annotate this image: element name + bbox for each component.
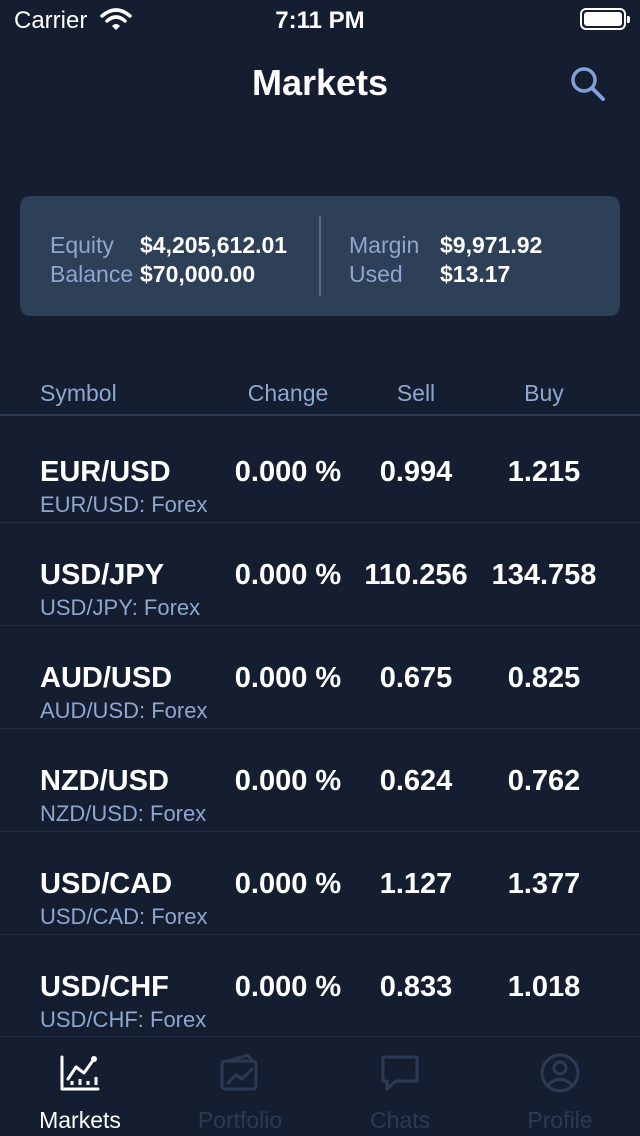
wifi-icon — [100, 8, 132, 37]
card-divider — [319, 216, 321, 296]
change-value: 0.000 % — [234, 662, 342, 694]
search-button[interactable] — [568, 64, 608, 104]
sell-price[interactable]: 0.675 — [379, 662, 453, 694]
header-divider — [0, 414, 640, 416]
used-label: Used — [349, 261, 403, 287]
chart-icon — [60, 1055, 100, 1091]
equity-label: Equity — [50, 232, 114, 258]
column-header-sell: Sell — [396, 380, 436, 406]
margin-value: $9,971.92 — [440, 232, 543, 258]
buy-price[interactable]: 0.762 — [507, 765, 581, 797]
market-row[interactable]: AUD/USD AUD/USD: Forex 0.000 % 0.675 0.8… — [0, 626, 640, 729]
clock: 7:11 PM — [275, 7, 365, 34]
buy-price[interactable]: 1.215 — [507, 456, 581, 488]
tab-chats[interactable]: Chats — [320, 1037, 480, 1136]
market-row[interactable]: NZD/USD NZD/USD: Forex 0.000 % 0.624 0.7… — [0, 729, 640, 832]
column-header-buy: Buy — [524, 380, 564, 406]
symbol: EUR/USD — [40, 456, 171, 488]
sell-price[interactable]: 0.833 — [379, 971, 453, 1003]
tab-label: Markets — [39, 1107, 121, 1133]
symbol-subtitle: EUR/USD: Forex — [40, 492, 208, 517]
user-icon — [540, 1053, 580, 1093]
symbol: AUD/USD — [40, 662, 173, 694]
tab-label: Profile — [527, 1107, 593, 1133]
market-row[interactable]: USD/JPY USD/JPY: Forex 0.000 % 110.256 1… — [0, 523, 640, 626]
sell-price[interactable]: 0.994 — [379, 456, 453, 488]
symbol-subtitle: AUD/USD: Forex — [40, 698, 208, 723]
chat-bubble-icon — [381, 1055, 419, 1091]
change-value: 0.000 % — [234, 971, 342, 1003]
buy-price[interactable]: 134.758 — [491, 559, 597, 591]
symbol-subtitle: USD/CHF: Forex — [40, 1007, 207, 1032]
tab-bar: Markets Portfolio Chats Profile — [0, 1036, 640, 1136]
market-row[interactable]: USD/CAD USD/CAD: Forex 0.000 % 1.127 1.3… — [0, 832, 640, 935]
column-header-change: Change — [247, 380, 329, 406]
portfolio-icon — [220, 1053, 258, 1091]
symbol: USD/JPY — [40, 559, 165, 591]
symbol: USD/CHF — [40, 971, 169, 1003]
market-row[interactable]: USD/CHF USD/CHF: Forex 0.000 % 0.833 1.0… — [0, 935, 640, 1038]
tab-profile[interactable]: Profile — [480, 1037, 640, 1136]
market-row[interactable]: EUR/USD EUR/USD: Forex 0.000 % 0.994 1.2… — [0, 420, 640, 523]
tab-markets[interactable]: Markets — [0, 1037, 160, 1136]
equity-value: $4,205,612.01 — [140, 232, 288, 258]
sell-price[interactable]: 110.256 — [364, 559, 468, 591]
balance-value: $70,000.00 — [140, 261, 256, 287]
row-divider — [0, 728, 640, 729]
row-divider — [0, 522, 640, 523]
margin-label: Margin — [349, 232, 420, 258]
tab-label: Chats — [369, 1107, 431, 1133]
sell-price[interactable]: 0.624 — [379, 765, 453, 797]
carrier-label: Carrier — [14, 7, 88, 34]
tab-portfolio[interactable]: Portfolio — [160, 1037, 320, 1136]
buy-price[interactable]: 1.018 — [507, 971, 581, 1003]
battery-icon — [580, 8, 630, 30]
account-summary-card: Equity $4,205,612.01 Balance $70,000.00 … — [20, 196, 620, 316]
symbol-subtitle: USD/CAD: Forex — [40, 904, 208, 929]
symbol: NZD/USD — [40, 765, 169, 797]
balance-label: Balance — [50, 261, 134, 287]
change-value: 0.000 % — [234, 559, 342, 591]
sell-price[interactable]: 1.127 — [379, 868, 453, 900]
search-icon — [571, 67, 605, 101]
used-value: $13.17 — [440, 261, 511, 287]
row-divider — [0, 934, 640, 935]
tab-label: Portfolio — [197, 1107, 283, 1133]
change-value: 0.000 % — [234, 456, 342, 488]
row-divider — [0, 625, 640, 626]
row-divider — [0, 831, 640, 832]
symbol-subtitle: NZD/USD: Forex — [40, 801, 207, 826]
column-header-symbol: Symbol — [40, 380, 117, 406]
buy-price[interactable]: 1.377 — [507, 868, 581, 900]
change-value: 0.000 % — [234, 765, 342, 797]
symbol: USD/CAD — [40, 868, 173, 900]
change-value: 0.000 % — [234, 868, 342, 900]
status-bar: Carrier 7:11 PM — [0, 0, 640, 40]
page-title: Markets — [251, 62, 389, 103]
buy-price[interactable]: 0.825 — [507, 662, 581, 694]
symbol-subtitle: USD/JPY: Forex — [40, 595, 201, 620]
